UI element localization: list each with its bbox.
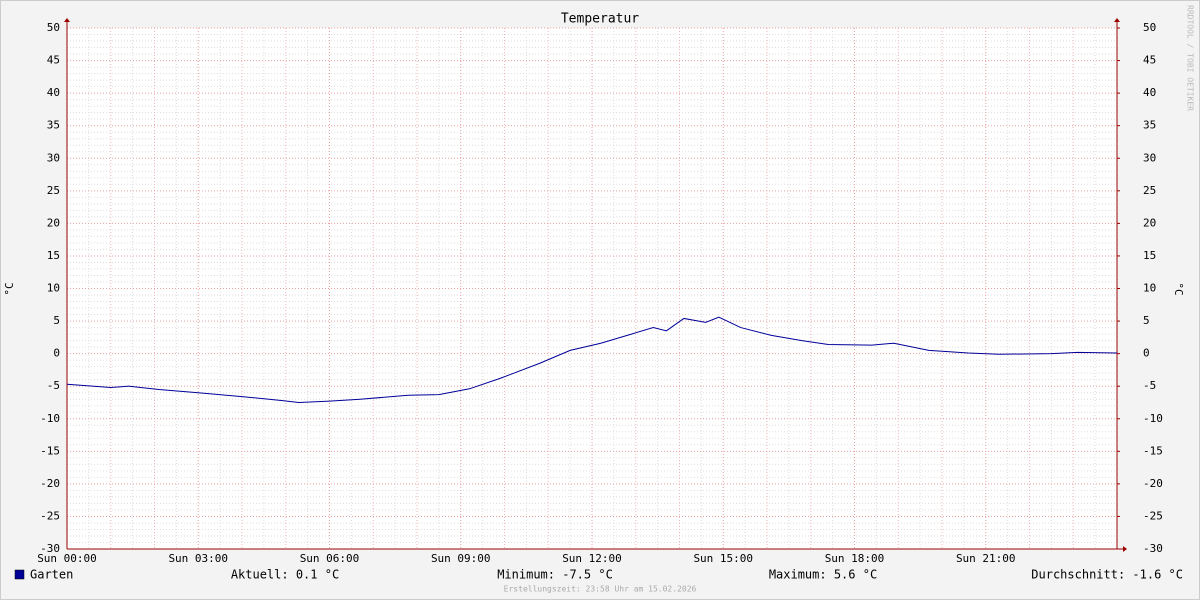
x-tick-label: Sun 09:00 <box>431 552 491 565</box>
legend-label: Garten <box>30 568 73 582</box>
y-tick-label: -5 <box>47 379 60 392</box>
y2-tick-label: 40 <box>1143 86 1156 99</box>
footer: Erstellungszeit: 23:58 Uhr am 15.02.2026 <box>504 585 697 594</box>
y2-tick-label: 30 <box>1143 151 1156 164</box>
x-tick-label: Sun 15:00 <box>693 552 753 565</box>
y-axis-label: °C <box>3 282 16 295</box>
arrow <box>1114 18 1120 22</box>
arrow <box>64 18 70 22</box>
y-tick-label: -10 <box>40 412 60 425</box>
y-tick-label: 50 <box>47 21 60 34</box>
y2-tick-label: -30 <box>1143 542 1163 555</box>
y2-tick-label: -15 <box>1143 444 1163 457</box>
y2-tick-label: 20 <box>1143 216 1156 229</box>
y2-tick-label: 5 <box>1143 314 1150 327</box>
y2-tick-label: 45 <box>1143 54 1156 67</box>
y-tick-label: -15 <box>40 444 60 457</box>
y-tick-label: 10 <box>47 282 60 295</box>
y-tick-label: -30 <box>40 542 60 555</box>
watermark: RRDTOOL / TOBI OETIKER <box>1186 5 1195 111</box>
y-tick-label: 35 <box>47 119 60 132</box>
y2-tick-label: 15 <box>1143 249 1156 262</box>
y-tick-label: -20 <box>40 477 60 490</box>
chart-title: Temperatur <box>561 12 639 27</box>
y-tick-label: -25 <box>40 509 60 522</box>
y2-tick-label: -20 <box>1143 477 1163 490</box>
y2-tick-label: -5 <box>1143 379 1156 392</box>
y-tick-label: 45 <box>47 54 60 67</box>
x-tick-label: Sun 06:00 <box>300 552 360 565</box>
y-tick-label: 15 <box>47 249 60 262</box>
y2-tick-label: -10 <box>1143 412 1163 425</box>
arrow <box>1123 546 1127 552</box>
y2-tick-label: 35 <box>1143 119 1156 132</box>
y-tick-label: 25 <box>47 184 60 197</box>
y-tick-label: 20 <box>47 216 60 229</box>
y2-tick-label: 25 <box>1143 184 1156 197</box>
legend-stat: Minimum: -7.5 °C <box>497 568 613 582</box>
data-line <box>66 316 1118 403</box>
y-tick-label: 40 <box>47 86 60 99</box>
x-tick-label: Sun 21:00 <box>956 552 1016 565</box>
y2-tick-label: -25 <box>1143 509 1163 522</box>
x-tick-label: Sun 00:00 <box>37 552 97 565</box>
x-tick-label: Sun 18:00 <box>825 552 885 565</box>
x-tick-label: Sun 03:00 <box>168 552 228 565</box>
y-tick-label: 5 <box>53 314 60 327</box>
y2-axis-label: °C <box>1172 282 1185 295</box>
legend-stat: Maximum: 5.6 °C <box>769 568 877 582</box>
y-tick-label: 30 <box>47 151 60 164</box>
x-tick-label: Sun 12:00 <box>562 552 622 565</box>
legend-stat: Aktuell: 0.1 °C <box>231 568 339 582</box>
legend-swatch <box>14 569 25 580</box>
y2-tick-label: 10 <box>1143 282 1156 295</box>
y-tick-label: 0 <box>53 347 60 360</box>
y2-tick-label: 0 <box>1143 347 1150 360</box>
y2-tick-label: 50 <box>1143 21 1156 34</box>
legend-stat: Durchschnitt: -1.6 °C <box>1031 568 1183 582</box>
